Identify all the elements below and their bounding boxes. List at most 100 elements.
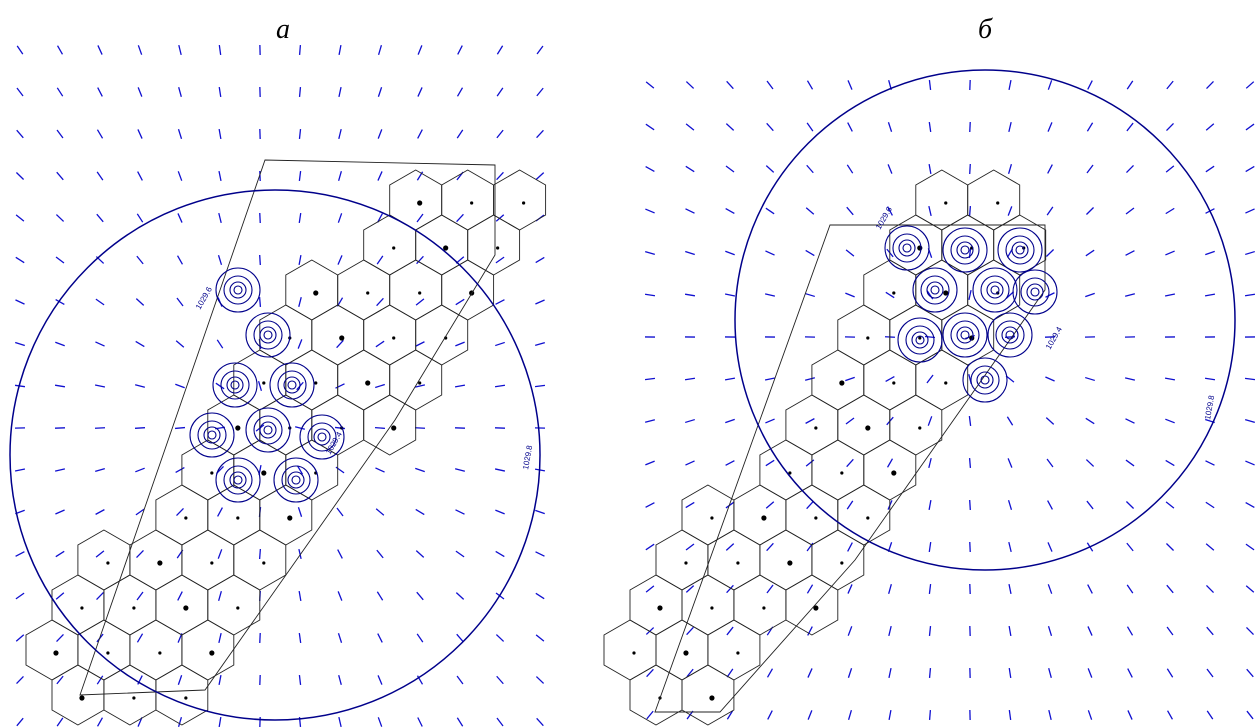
vector bbox=[1008, 121, 1012, 133]
vector bbox=[298, 86, 302, 98]
vector bbox=[724, 293, 736, 297]
vector bbox=[1166, 122, 1174, 132]
station bbox=[918, 426, 922, 430]
vector bbox=[55, 509, 65, 515]
vector bbox=[686, 668, 694, 678]
hex-cell bbox=[785, 484, 839, 546]
vector bbox=[805, 459, 815, 467]
vector bbox=[847, 668, 853, 678]
vector bbox=[968, 457, 972, 469]
vector bbox=[847, 710, 853, 720]
vector bbox=[535, 509, 545, 515]
station bbox=[391, 425, 397, 431]
vector bbox=[298, 674, 302, 686]
contour bbox=[203, 426, 221, 444]
hex-cell bbox=[181, 619, 235, 681]
vector bbox=[645, 585, 655, 593]
station bbox=[339, 335, 345, 341]
contour bbox=[972, 267, 1018, 313]
vector bbox=[1047, 80, 1053, 90]
vector bbox=[96, 591, 104, 601]
vector bbox=[258, 296, 262, 308]
vector bbox=[1007, 206, 1013, 216]
vector bbox=[685, 250, 695, 256]
vector bbox=[1046, 458, 1054, 468]
vector bbox=[685, 460, 695, 466]
vector bbox=[55, 256, 65, 264]
vector bbox=[297, 507, 303, 517]
contour bbox=[215, 267, 261, 313]
station bbox=[262, 381, 266, 385]
station bbox=[132, 606, 136, 610]
vector bbox=[766, 542, 774, 552]
vector bbox=[375, 340, 385, 348]
vector bbox=[1005, 375, 1015, 383]
station bbox=[710, 516, 714, 520]
vector bbox=[805, 418, 815, 424]
vector bbox=[1127, 668, 1133, 678]
vector bbox=[338, 44, 342, 56]
vector bbox=[806, 500, 814, 510]
contour bbox=[930, 285, 940, 295]
vector bbox=[415, 298, 425, 306]
contour bbox=[980, 375, 990, 385]
vector bbox=[888, 584, 892, 594]
station bbox=[892, 291, 896, 295]
hex-cell bbox=[493, 169, 547, 231]
contour bbox=[956, 241, 974, 259]
vector bbox=[685, 123, 695, 131]
contour bbox=[905, 325, 935, 355]
vector bbox=[298, 548, 302, 560]
vector bbox=[296, 465, 304, 475]
contour bbox=[223, 275, 253, 305]
contour bbox=[259, 421, 277, 439]
vector bbox=[456, 675, 464, 685]
hex-cell bbox=[129, 529, 183, 591]
vector bbox=[804, 377, 816, 381]
vector bbox=[1166, 668, 1174, 678]
vector bbox=[1205, 585, 1215, 593]
vector bbox=[725, 250, 735, 256]
contour bbox=[976, 371, 994, 389]
contour-label: 1029.8 bbox=[521, 444, 534, 470]
station bbox=[132, 696, 136, 700]
vector bbox=[847, 542, 853, 552]
station bbox=[814, 426, 818, 430]
vector bbox=[298, 170, 302, 182]
vector bbox=[806, 542, 814, 552]
vector bbox=[496, 171, 504, 181]
vector bbox=[535, 551, 545, 557]
station bbox=[183, 605, 189, 611]
vector bbox=[455, 550, 465, 558]
hex-cell bbox=[207, 574, 261, 636]
vector bbox=[218, 674, 222, 686]
contour bbox=[283, 376, 301, 394]
station bbox=[392, 336, 396, 340]
vector bbox=[134, 384, 146, 388]
contour bbox=[1005, 330, 1015, 340]
vector bbox=[846, 164, 854, 174]
hex-cell bbox=[733, 484, 787, 546]
station bbox=[496, 246, 500, 250]
vector bbox=[805, 292, 815, 298]
vector bbox=[1205, 543, 1215, 551]
vector bbox=[847, 122, 853, 132]
vector bbox=[495, 214, 505, 222]
vector bbox=[845, 249, 855, 257]
vector bbox=[928, 499, 932, 511]
contour bbox=[1012, 269, 1058, 315]
vector bbox=[55, 550, 65, 558]
vector bbox=[1087, 710, 1093, 720]
vector bbox=[137, 129, 143, 139]
vector bbox=[136, 633, 144, 643]
vector bbox=[135, 340, 145, 348]
panel: 1029.8 1029.6 1029.4 bbox=[603, 69, 1256, 726]
vector bbox=[16, 717, 24, 727]
contour bbox=[950, 235, 980, 265]
hex-cell bbox=[837, 484, 891, 546]
hex-cell bbox=[811, 529, 865, 591]
vector bbox=[1245, 460, 1255, 466]
vector bbox=[1205, 501, 1215, 509]
vector bbox=[1165, 207, 1175, 215]
vector bbox=[1246, 710, 1254, 720]
